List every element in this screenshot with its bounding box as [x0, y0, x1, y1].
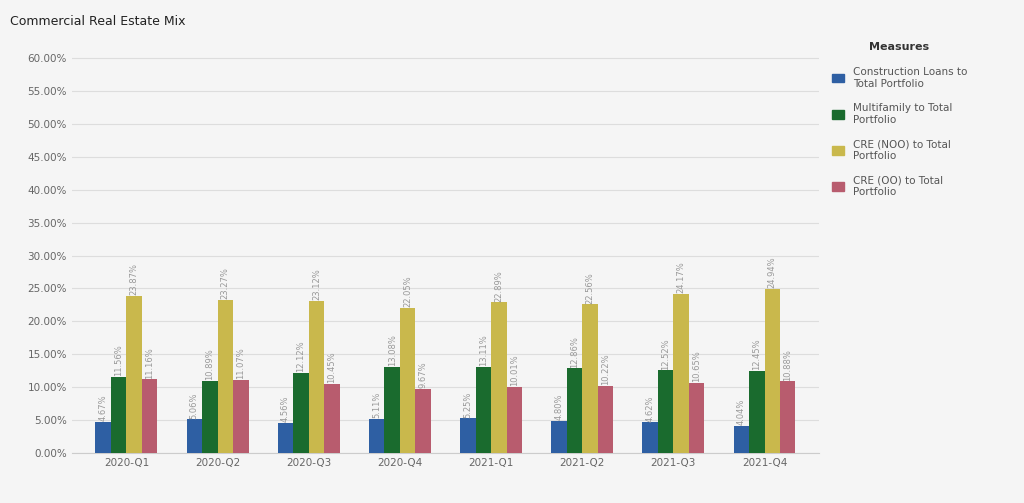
Text: 23.87%: 23.87% — [130, 263, 138, 295]
Bar — [475, 367, 492, 453]
Bar — [217, 300, 233, 453]
Text: 23.12%: 23.12% — [312, 269, 321, 300]
Bar — [689, 383, 705, 453]
Text: 22.05%: 22.05% — [403, 276, 412, 307]
Bar — [186, 420, 202, 453]
Bar — [111, 377, 126, 453]
Bar — [507, 387, 522, 453]
Text: 12.12%: 12.12% — [297, 341, 305, 372]
Bar — [460, 418, 475, 453]
Text: 4.56%: 4.56% — [281, 395, 290, 422]
Text: 22.56%: 22.56% — [586, 272, 594, 304]
Bar — [233, 380, 249, 453]
Bar — [749, 371, 765, 453]
Text: 12.52%: 12.52% — [662, 338, 670, 370]
Bar — [598, 385, 613, 453]
Bar — [780, 381, 796, 453]
Text: 4.67%: 4.67% — [98, 395, 108, 422]
Text: 22.89%: 22.89% — [495, 270, 503, 302]
Bar — [492, 302, 507, 453]
Bar — [657, 370, 674, 453]
Bar — [95, 422, 111, 453]
Legend: Construction Loans to
Total Portfolio, Multifamily to Total
Portfolio, CRE (NOO): Construction Loans to Total Portfolio, M… — [831, 42, 967, 197]
Bar — [325, 384, 340, 453]
Text: 10.89%: 10.89% — [205, 349, 214, 380]
Text: 11.07%: 11.07% — [237, 348, 246, 379]
Bar — [416, 389, 431, 453]
Bar — [642, 423, 657, 453]
Text: 13.11%: 13.11% — [479, 334, 487, 366]
Text: 10.88%: 10.88% — [783, 349, 793, 381]
Text: 23.27%: 23.27% — [221, 267, 229, 299]
Text: 24.94%: 24.94% — [768, 257, 777, 288]
Bar — [126, 296, 142, 453]
Text: 5.25%: 5.25% — [463, 391, 472, 417]
Bar — [202, 381, 217, 453]
Text: 4.62%: 4.62% — [645, 395, 654, 422]
Text: 12.86%: 12.86% — [570, 336, 579, 368]
Text: 4.80%: 4.80% — [554, 394, 563, 421]
Bar — [142, 379, 158, 453]
Text: 11.56%: 11.56% — [114, 345, 123, 376]
Text: 24.17%: 24.17% — [677, 262, 686, 293]
Bar — [293, 373, 308, 453]
Text: Commercial Real Estate Mix: Commercial Real Estate Mix — [10, 15, 185, 28]
Text: 11.16%: 11.16% — [145, 347, 155, 379]
Text: 10.22%: 10.22% — [601, 353, 610, 385]
Bar — [308, 301, 325, 453]
Text: 5.11%: 5.11% — [372, 392, 381, 418]
Text: 9.67%: 9.67% — [419, 362, 428, 388]
Text: 10.65%: 10.65% — [692, 350, 701, 382]
Bar — [674, 294, 689, 453]
Text: 10.01%: 10.01% — [510, 355, 519, 386]
Text: 5.06%: 5.06% — [189, 392, 199, 419]
Bar — [733, 426, 749, 453]
Bar — [399, 308, 416, 453]
Bar — [278, 423, 293, 453]
Bar — [583, 304, 598, 453]
Bar — [566, 368, 583, 453]
Text: 4.04%: 4.04% — [736, 399, 745, 426]
Bar — [384, 367, 399, 453]
Text: 10.45%: 10.45% — [328, 352, 337, 383]
Bar — [551, 421, 566, 453]
Text: 12.45%: 12.45% — [753, 339, 761, 370]
Bar — [369, 419, 384, 453]
Text: 13.08%: 13.08% — [388, 334, 396, 366]
Bar — [765, 289, 780, 453]
